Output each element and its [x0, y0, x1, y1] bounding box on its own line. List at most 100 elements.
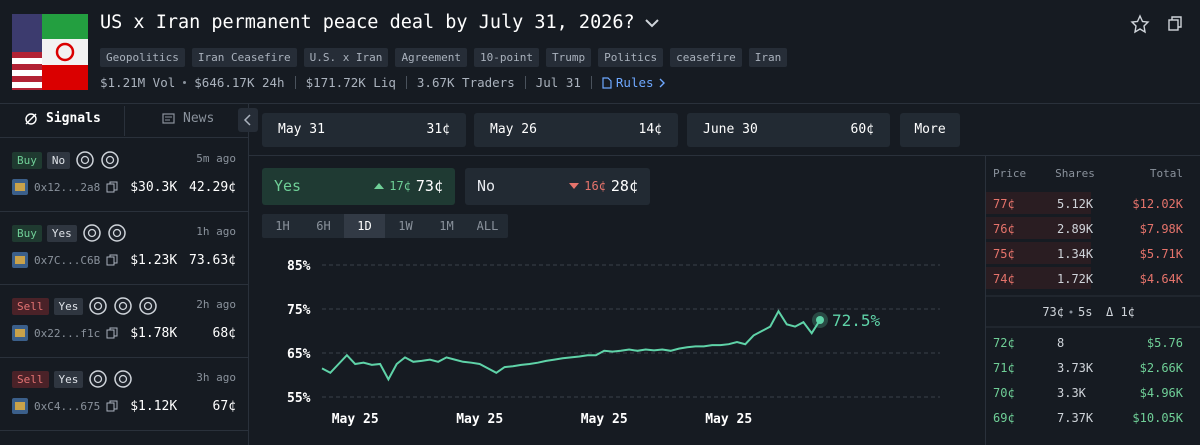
- side-badge: Sell: [12, 297, 49, 315]
- signal-row: Sell Yes: [12, 296, 158, 316]
- signal-card[interactable]: Buy Yes 1h ago 0x7C...C6B $1.23K 73.63¢: [0, 213, 248, 285]
- side-badge: Buy: [12, 151, 42, 169]
- stat: $171.72K Liq: [305, 75, 396, 90]
- price: 42.29¢: [189, 179, 236, 195]
- y-tick-label: 75%: [287, 303, 311, 318]
- tag[interactable]: Politics: [598, 48, 664, 67]
- signal-row: 0x22...f1c $1.78K 68¢: [12, 325, 236, 341]
- ask-cell: 75¢: [993, 247, 1015, 261]
- market-label: May 26: [490, 122, 537, 137]
- dot-separator: [183, 81, 187, 84]
- bid-cell: 71¢: [993, 361, 1015, 375]
- outcome-name: Yes: [274, 177, 302, 195]
- icon: [162, 113, 175, 124]
- signal-time: 2h ago: [196, 298, 236, 311]
- bid-cell: $2.66K: [1140, 361, 1184, 375]
- icon: [659, 78, 665, 87]
- title-dropdown: [644, 18, 659, 27]
- avatar: [12, 398, 28, 414]
- separator: [590, 76, 592, 89]
- signal-card[interactable]: Sell Yes 3h ago 0xC4...675 $1.12K 67¢: [0, 359, 248, 431]
- icon: [25, 112, 37, 125]
- tag[interactable]: Iran Ceasefire: [191, 48, 297, 67]
- last-point-glow: [812, 312, 828, 328]
- price: 68¢: [212, 325, 236, 341]
- title-row: US x Iran permanent peace deal by July 3…: [100, 12, 661, 33]
- y-tick-label: 85%: [287, 259, 311, 274]
- y-tick-label: 55%: [287, 391, 311, 406]
- tab[interactable]: News: [162, 111, 214, 126]
- range-button[interactable]: 1M: [439, 219, 454, 233]
- chart-border: [248, 155, 1200, 156]
- collapse-button[interactable]: [238, 108, 258, 132]
- tag[interactable]: ceasefire: [670, 48, 742, 67]
- y-tick-label: 65%: [287, 347, 311, 362]
- outcome-change: 17¢: [389, 179, 411, 193]
- ask-cell: 5.12K: [1057, 197, 1094, 211]
- outcome-button[interactable]: No 16¢ 28¢: [465, 168, 650, 205]
- rules-link[interactable]: Rules: [602, 75, 666, 90]
- ask-cell: 1.34K: [1057, 247, 1094, 261]
- market-price: 31¢: [426, 122, 450, 137]
- sidebar-border: [248, 103, 249, 445]
- price: 73.63¢: [189, 252, 236, 268]
- market-label: June 30: [703, 122, 758, 137]
- spread-age: 5s: [1078, 305, 1092, 319]
- range-button[interactable]: ALL: [476, 219, 499, 233]
- outcome-price: 73¢: [415, 177, 443, 195]
- tag[interactable]: Geopolitics: [100, 48, 185, 67]
- source-icon: [76, 151, 94, 169]
- signal-card[interactable]: Buy No 5m ago 0x12...2a8 $30.3K 42.29¢: [0, 140, 248, 212]
- bid-cell: 3.73K: [1057, 361, 1094, 375]
- x-tick-label: May 25: [581, 412, 628, 427]
- tags: Geopolitics Iran Ceasefire U.S. x Iran Agre…: [100, 48, 788, 67]
- ask-row-bg: [986, 242, 1091, 264]
- ask-cell: 77¢: [993, 197, 1015, 211]
- outcome-button[interactable]: Yes 17¢ 73¢: [262, 168, 455, 205]
- wallet: 0x12...2a8: [34, 180, 101, 194]
- market-button[interactable]: June 30 60¢: [687, 113, 890, 147]
- outcome-name: No: [477, 177, 496, 195]
- separator: [405, 76, 407, 89]
- ask-cell: 76¢: [993, 222, 1015, 236]
- ask-row-bg: [986, 217, 1091, 239]
- stat: 3.67K Traders: [416, 75, 515, 90]
- market-button[interactable]: May 31 31¢: [262, 113, 466, 147]
- range-button[interactable]: 1D: [344, 214, 385, 238]
- range-button[interactable]: 1H: [275, 219, 290, 233]
- outcome-price: 28¢: [610, 177, 638, 195]
- last-point: [816, 316, 824, 324]
- outcome-badge: Yes: [46, 224, 77, 242]
- tag[interactable]: Agreement: [395, 48, 468, 67]
- tag[interactable]: Trump: [546, 48, 592, 67]
- bid-cell: 69¢: [993, 411, 1015, 425]
- bid-cell: $4.96K: [1140, 386, 1184, 400]
- source-icon: [83, 224, 101, 242]
- wallet: 0xC4...675: [34, 399, 101, 413]
- ask-cell: $5.71K: [1140, 247, 1184, 261]
- range-button[interactable]: 1W: [398, 219, 413, 233]
- range-button[interactable]: 6H: [316, 219, 331, 233]
- tag[interactable]: U.S. x Iran: [303, 48, 389, 67]
- x-tick-label: May 25: [705, 412, 752, 427]
- change-arrow: [569, 183, 580, 189]
- bid-cell: $5.76: [1147, 336, 1183, 350]
- tag[interactable]: Iran: [748, 48, 788, 67]
- ask-cell: 2.89K: [1057, 222, 1094, 236]
- tab[interactable]: Signals: [24, 111, 101, 126]
- header-actions[interactable]: [1130, 14, 1190, 34]
- ask-row-bg: [986, 192, 1091, 214]
- spread-price: 73¢: [1042, 305, 1064, 319]
- source-icon: [89, 370, 108, 388]
- outcome-change: 16¢: [584, 179, 606, 193]
- outcome-badge: Yes: [53, 370, 84, 388]
- spread-dot: [1069, 310, 1073, 314]
- tag[interactable]: 10-point: [474, 48, 540, 67]
- separator: [524, 76, 526, 89]
- ask-cell: $12.02K: [1132, 197, 1183, 211]
- market-button[interactable]: May 26 14¢: [474, 113, 678, 147]
- signal-card[interactable]: Sell Yes 2h ago 0x22...f1c $1.78K 68¢: [0, 286, 248, 358]
- more-button[interactable]: More: [900, 113, 960, 147]
- tab-label: Signals: [46, 111, 101, 126]
- wallet: 0x7C...C6B: [34, 253, 101, 267]
